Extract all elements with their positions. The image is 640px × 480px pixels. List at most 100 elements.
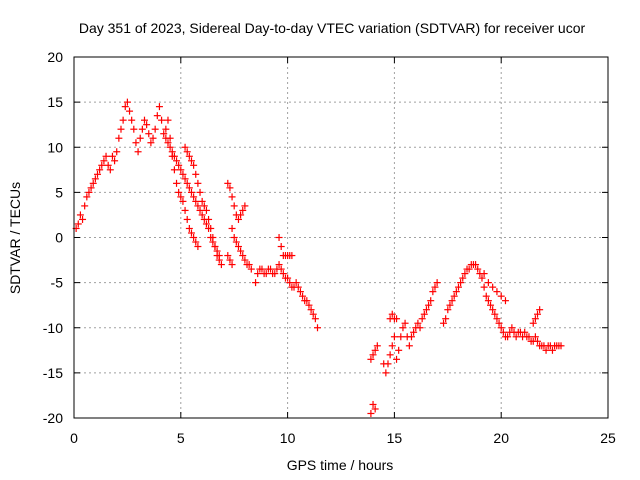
data-point bbox=[465, 265, 473, 273]
data-point bbox=[134, 148, 142, 156]
data-point bbox=[495, 319, 503, 327]
data-point bbox=[224, 252, 232, 260]
data-point bbox=[407, 333, 415, 341]
data-point bbox=[196, 188, 204, 196]
data-point bbox=[194, 243, 202, 251]
data-point bbox=[241, 202, 249, 210]
data-point bbox=[557, 342, 565, 350]
data-point bbox=[200, 202, 208, 210]
data-point bbox=[228, 261, 236, 269]
data-point bbox=[489, 283, 497, 291]
axis-ticks: 0 5 10 15 20 25 -20 -15 -10 -5 0 5 10 15 20 bbox=[43, 49, 616, 446]
data-point bbox=[369, 351, 377, 359]
data-point bbox=[119, 116, 127, 124]
data-point bbox=[239, 206, 247, 214]
data-point bbox=[136, 134, 144, 142]
data-point bbox=[194, 202, 202, 210]
data-point bbox=[448, 297, 456, 305]
data-point bbox=[420, 310, 428, 318]
data-point bbox=[147, 139, 155, 147]
data-point bbox=[194, 179, 202, 187]
data-point bbox=[493, 315, 501, 323]
data-point bbox=[414, 319, 422, 327]
data-point bbox=[459, 274, 467, 282]
data-point bbox=[173, 157, 181, 165]
data-point bbox=[175, 188, 183, 196]
y-tick-label: -5 bbox=[51, 275, 64, 291]
data-point bbox=[196, 206, 204, 214]
data-point bbox=[190, 234, 198, 241]
data-point bbox=[98, 161, 106, 169]
data-points bbox=[72, 98, 565, 417]
data-point bbox=[275, 234, 283, 241]
data-point bbox=[160, 130, 168, 138]
data-point bbox=[369, 400, 377, 408]
data-point bbox=[536, 306, 544, 314]
data-point bbox=[115, 134, 123, 142]
data-point bbox=[288, 252, 296, 260]
data-point bbox=[130, 125, 138, 133]
data-point bbox=[531, 315, 539, 323]
data-point bbox=[271, 270, 279, 278]
data-point bbox=[371, 346, 379, 354]
data-point bbox=[493, 288, 501, 296]
data-point bbox=[452, 288, 460, 296]
data-point bbox=[478, 274, 486, 282]
data-point bbox=[164, 139, 172, 147]
data-point bbox=[277, 265, 285, 273]
data-point bbox=[386, 351, 394, 359]
data-point bbox=[275, 261, 283, 269]
data-point bbox=[117, 125, 125, 133]
data-point bbox=[241, 256, 249, 264]
data-point bbox=[183, 179, 191, 187]
data-point bbox=[151, 125, 159, 133]
data-point bbox=[405, 342, 413, 350]
data-point bbox=[145, 130, 153, 138]
data-point bbox=[198, 197, 206, 205]
data-point bbox=[181, 143, 189, 151]
x-tick-label: 20 bbox=[493, 430, 509, 446]
data-point bbox=[177, 166, 185, 174]
data-point bbox=[123, 98, 131, 106]
data-point bbox=[211, 243, 219, 251]
x-axis-label: GPS time / hours bbox=[287, 457, 394, 473]
data-point bbox=[397, 333, 405, 341]
data-point bbox=[183, 148, 191, 156]
data-point bbox=[294, 283, 302, 291]
data-point bbox=[373, 342, 381, 350]
data-point bbox=[399, 324, 407, 332]
data-point bbox=[205, 215, 213, 223]
data-point bbox=[521, 328, 529, 336]
data-point bbox=[187, 157, 195, 165]
data-point bbox=[531, 333, 539, 341]
data-point bbox=[198, 211, 206, 219]
data-point bbox=[474, 265, 482, 273]
data-point bbox=[209, 234, 217, 241]
data-point bbox=[393, 355, 401, 363]
data-point bbox=[187, 229, 195, 237]
data-point bbox=[187, 188, 195, 196]
data-point bbox=[425, 301, 433, 309]
data-point bbox=[395, 346, 403, 354]
data-point bbox=[296, 288, 304, 296]
y-tick-label: -15 bbox=[43, 365, 63, 381]
y-tick-label: 20 bbox=[47, 49, 63, 65]
chart-title: Day 351 of 2023, Sidereal Day-to-day VTE… bbox=[79, 20, 586, 36]
data-point bbox=[247, 265, 255, 273]
y-tick-label: -20 bbox=[43, 410, 63, 426]
data-point bbox=[367, 355, 375, 363]
y-tick-label: 10 bbox=[47, 139, 63, 155]
x-tick-label: 10 bbox=[280, 430, 296, 446]
data-point bbox=[83, 193, 91, 201]
data-point bbox=[207, 224, 215, 232]
data-point bbox=[87, 184, 95, 192]
data-point bbox=[79, 215, 87, 223]
data-point bbox=[192, 197, 200, 205]
data-point bbox=[390, 333, 398, 341]
data-point bbox=[192, 170, 200, 178]
data-point bbox=[232, 238, 240, 246]
data-point bbox=[224, 179, 232, 187]
x-tick-label: 25 bbox=[600, 430, 616, 446]
data-point bbox=[262, 270, 270, 278]
